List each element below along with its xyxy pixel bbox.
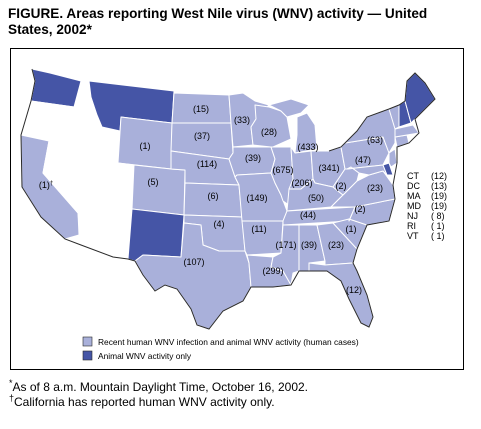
state-label-wi: (28) bbox=[261, 127, 277, 137]
state-label-ms: (171) bbox=[275, 240, 296, 250]
state-label-ga: (23) bbox=[328, 240, 344, 250]
figure-title: FIGURE. Areas reporting West Nile virus … bbox=[8, 6, 428, 37]
state-label-nd: (15) bbox=[193, 104, 209, 114]
state-label-ny: (63) bbox=[367, 135, 383, 145]
state-label-al: (39) bbox=[301, 240, 317, 250]
state-label-ne: (114) bbox=[197, 159, 217, 169]
small-state-abbr: VT bbox=[407, 231, 419, 241]
state-label-tx: (107) bbox=[183, 257, 204, 267]
legend-swatch-animal bbox=[82, 350, 93, 361]
state-label-co: (5) bbox=[148, 177, 159, 187]
state-label-fl: (12) bbox=[346, 285, 362, 295]
legend-label-animal: Animal WNV activity only bbox=[98, 351, 192, 361]
small-state-count: ( 8) bbox=[431, 211, 445, 221]
footnote-dagger: †California has reported human WNV activ… bbox=[9, 393, 275, 409]
state-label-ar: (11) bbox=[251, 224, 266, 234]
state-co bbox=[131, 164, 186, 216]
us-map: (15) (33) (1) (37) (28) (433) (63) (47) (114) (39… bbox=[20, 68, 447, 361]
state-label-oh: (341) bbox=[318, 163, 339, 173]
state-label-tn: (44) bbox=[300, 210, 316, 220]
state-label-va: (23) bbox=[367, 183, 383, 193]
state-az bbox=[77, 202, 133, 260]
state-tn bbox=[282, 206, 356, 226]
small-state-count: (13) bbox=[431, 181, 447, 191]
state-label-mi: (433) bbox=[297, 142, 318, 152]
state-label-sd: (37) bbox=[194, 131, 210, 141]
state-ar bbox=[241, 220, 284, 256]
state-de bbox=[382, 162, 394, 176]
state-mi-lower bbox=[294, 112, 318, 154]
state-label-wy: (1) bbox=[140, 141, 151, 151]
small-state-count: (19) bbox=[431, 201, 447, 211]
state-label-nc: (2) bbox=[355, 204, 366, 214]
state-label-in: (206) bbox=[291, 178, 312, 188]
small-state-count: (12) bbox=[431, 171, 447, 181]
legend-label-human: Recent human WNV infection and animal WN… bbox=[98, 337, 359, 347]
state-nm bbox=[127, 208, 185, 262]
small-state-abbr: DC bbox=[407, 181, 420, 191]
state-label-sc: (1) bbox=[346, 224, 357, 234]
state-label-il: (675) bbox=[272, 165, 293, 175]
state-mi bbox=[268, 98, 310, 118]
state-label-mo: (149) bbox=[246, 193, 267, 203]
state-label-mn: (33) bbox=[234, 115, 250, 125]
small-state-count: (19) bbox=[431, 191, 447, 201]
us-outline bbox=[20, 68, 436, 330]
state-label-la: (299) bbox=[262, 266, 283, 276]
state-me bbox=[404, 72, 436, 124]
small-state-abbr: CT bbox=[407, 171, 419, 181]
state-label-ia: (39) bbox=[245, 153, 261, 163]
small-state-abbr: NJ bbox=[407, 211, 418, 221]
state-fl bbox=[308, 262, 374, 328]
state-label-pa: (47) bbox=[355, 155, 371, 165]
small-state-abbr: MA bbox=[407, 191, 421, 201]
state-label-ks: (6) bbox=[208, 191, 219, 201]
state-label-wv: (2) bbox=[336, 181, 347, 191]
footnote-asterisk: *As of 8 a.m. Mountain Daylight Time, Oc… bbox=[9, 378, 308, 394]
state-nj bbox=[388, 148, 398, 168]
small-state-abbr: RI bbox=[407, 221, 416, 231]
small-state-count: ( 1) bbox=[431, 231, 445, 241]
small-state-abbr: MD bbox=[407, 201, 421, 211]
state-label-ky: (50) bbox=[308, 193, 324, 203]
map-frame: (15) (33) (1) (37) (28) (433) (63) (47) (114) (39… bbox=[10, 48, 464, 370]
state-label-ok: (4) bbox=[214, 219, 225, 229]
legend-swatch-human bbox=[82, 336, 93, 347]
state-label-ca: (1)† bbox=[39, 180, 53, 190]
state-ma bbox=[394, 124, 420, 138]
small-state-count: ( 1) bbox=[431, 221, 445, 231]
state-wa bbox=[30, 68, 82, 108]
